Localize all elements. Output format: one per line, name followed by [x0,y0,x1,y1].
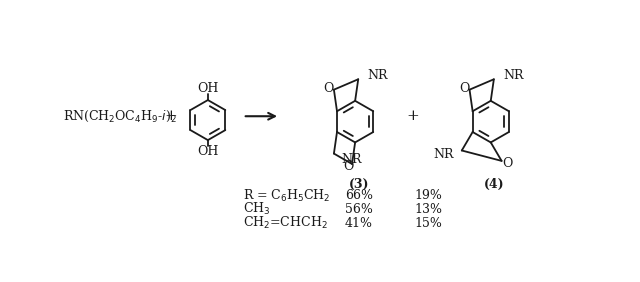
Text: O: O [323,82,333,95]
Text: O: O [459,82,469,95]
Text: NR: NR [367,69,388,82]
Text: R = C$_6$H$_5$CH$_2$: R = C$_6$H$_5$CH$_2$ [243,188,330,204]
Text: +: + [407,109,420,123]
Text: (4): (4) [484,177,505,190]
Text: 15%: 15% [415,217,443,230]
Text: CH$_2$=CHCH$_2$: CH$_2$=CHCH$_2$ [243,215,328,231]
Text: 56%: 56% [345,203,373,216]
Text: OH: OH [197,82,219,95]
Text: NR: NR [342,153,362,166]
Text: NR: NR [503,69,524,82]
Text: 66%: 66% [345,189,373,202]
Text: 41%: 41% [345,217,373,230]
Text: O: O [502,157,512,170]
Text: (3): (3) [349,177,369,190]
Text: 19%: 19% [415,189,443,202]
Text: 13%: 13% [415,203,443,216]
Text: CH$_3$: CH$_3$ [243,201,270,217]
Text: RN(CH$_2$OC$_4$H$_9$-$i$)$_2$: RN(CH$_2$OC$_4$H$_9$-$i$)$_2$ [63,109,177,124]
Text: +: + [164,109,177,123]
Text: O: O [343,160,353,173]
Text: OH: OH [197,145,219,158]
Text: NR: NR [433,148,454,161]
